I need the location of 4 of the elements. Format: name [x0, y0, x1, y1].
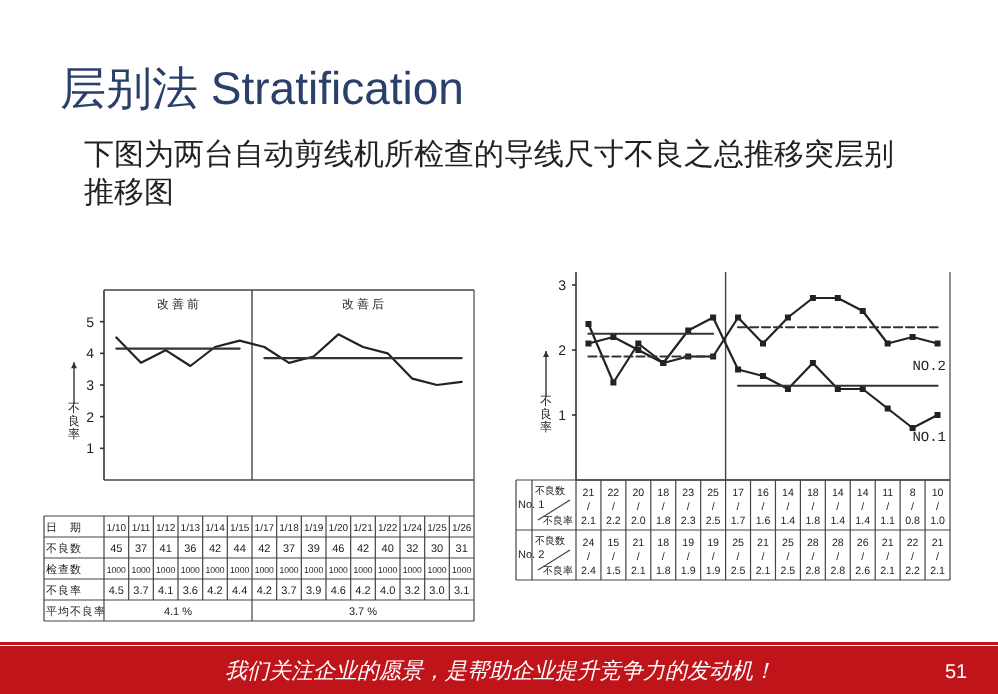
text: 我们关注企业的愿景，是帮助企业提升竞争力的发动机！ [225, 658, 775, 684]
text: 51 [944, 662, 968, 684]
text: 下图为两台自动剪线机所检查的导线尺寸不良之总推移突层别推移图 [84, 138, 894, 210]
text: 层别法 Stratification [60, 62, 464, 114]
